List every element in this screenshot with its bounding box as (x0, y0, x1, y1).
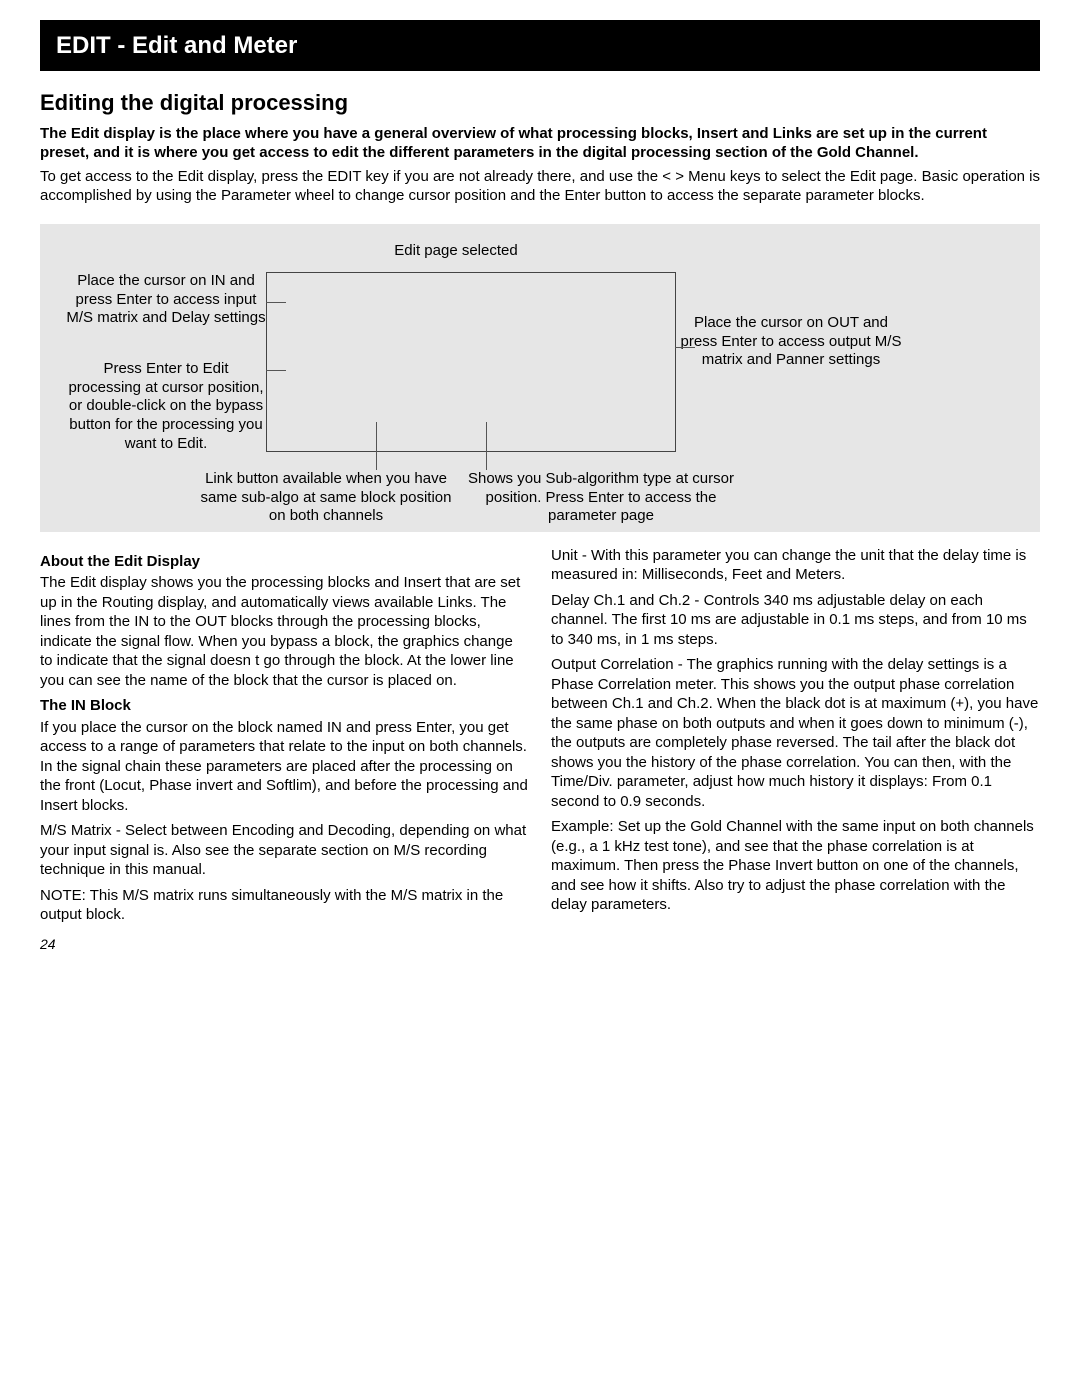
diagram-label-in: Place the cursor on IN and press Enter t… (66, 272, 266, 328)
intro-bold-text: The Edit display is the place where you … (40, 124, 1040, 163)
para-about: The Edit display shows you the processin… (40, 573, 529, 690)
para-in-2: M/S Matrix - Select between Encoding and… (40, 821, 529, 880)
left-column: About the Edit Display The Edit display … (40, 546, 529, 953)
diagram-label-edit: Press Enter to Edit processing at cursor… (66, 360, 266, 454)
diagram-label-sub: Shows you Sub-algorithm type at cursor p… (456, 470, 746, 526)
diagram-label-link: Link button available when you have same… (196, 470, 456, 526)
intro-text: To get access to the Edit display, press… (40, 167, 1040, 206)
diagram-label-top: Edit page selected (356, 242, 556, 261)
connector-line (376, 422, 377, 470)
title-bar: EDIT - Edit and Meter (40, 20, 1040, 71)
page-number: 24 (40, 935, 529, 953)
para-example: Example: Set up the Gold Channel with th… (551, 817, 1040, 915)
para-unit: Unit - With this parameter you can chang… (551, 546, 1040, 585)
diagram-container: Edit page selected Place the cursor on I… (40, 224, 1040, 532)
para-in-3: NOTE: This M/S matrix runs simultaneousl… (40, 886, 529, 925)
diagram-label-out: Place the cursor on OUT and press Enter … (676, 314, 906, 370)
body-columns: About the Edit Display The Edit display … (40, 546, 1040, 953)
diagram-center-box (266, 272, 676, 452)
right-column: Unit - With this parameter you can chang… (551, 546, 1040, 953)
connector-line (266, 302, 286, 303)
section-heading: Editing the digital processing (40, 89, 1040, 118)
para-in-1: If you place the cursor on the block nam… (40, 718, 529, 816)
diagram-inner: Edit page selected Place the cursor on I… (66, 242, 1014, 522)
para-output-corr: Output Correlation - The graphics runnin… (551, 655, 1040, 811)
subhead-in-block: The IN Block (40, 696, 529, 716)
subhead-about: About the Edit Display (40, 552, 529, 572)
connector-line (486, 422, 487, 470)
connector-line (266, 370, 286, 371)
para-delay: Delay Ch.1 and Ch.2 - Controls 340 ms ad… (551, 591, 1040, 650)
connector-line (675, 347, 695, 348)
